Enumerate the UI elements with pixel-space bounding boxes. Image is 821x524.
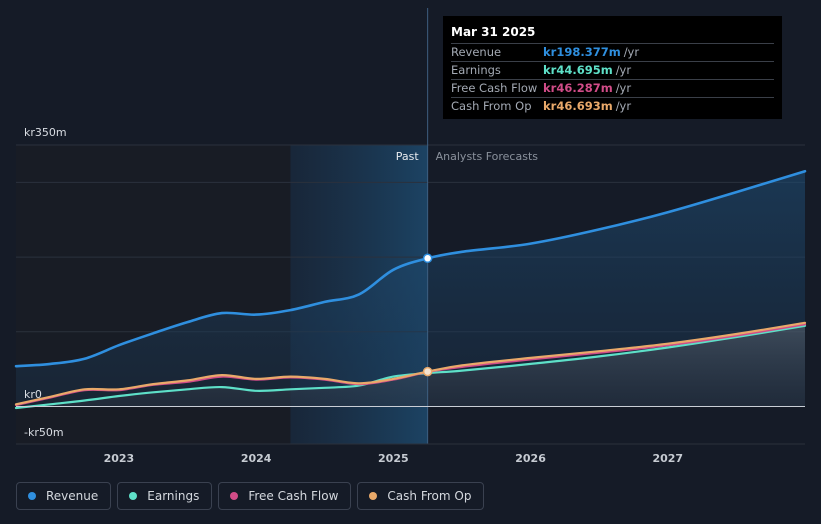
- tooltip-unit: /yr: [615, 63, 632, 77]
- forecast-label: Analysts Forecasts: [436, 150, 539, 163]
- tooltip-value: kr44.695m: [543, 63, 613, 77]
- revenue-marker: [422, 253, 433, 264]
- legend-label: Revenue: [46, 489, 99, 503]
- tooltip-date: Mar 31 2025: [451, 25, 536, 39]
- tooltip-label: Cash From Op: [451, 99, 532, 113]
- legend-dot-icon: [129, 492, 138, 500]
- y-label-top: kr350m: [24, 126, 67, 139]
- tooltip: Mar 31 2025 Revenue kr198.377m /yr Earni…: [443, 16, 782, 119]
- y-label-zero: kr0: [24, 388, 42, 401]
- past-label: Past: [396, 150, 420, 163]
- tooltip-row-cash-from-op: Cash From Op kr46.693m /yr: [451, 97, 774, 115]
- legend-label: Earnings: [147, 489, 200, 503]
- tooltip-row-revenue: Revenue kr198.377m /yr: [451, 43, 774, 61]
- earnings-line: [14, 324, 807, 410]
- revenue-area: [16, 171, 805, 407]
- tooltip-row-earnings: Earnings kr44.695m /yr: [451, 61, 774, 79]
- legend-label: Cash From Op: [387, 489, 472, 503]
- x-tick-label: 2023: [104, 452, 135, 465]
- legend-dot-icon: [28, 492, 36, 500]
- legend-item-cash-from-op[interactable]: Cash From Op: [357, 482, 485, 510]
- x-tick-label: 2026: [515, 452, 546, 465]
- cash-from-op-marker: [422, 366, 433, 377]
- tooltip-value: kr46.287m: [543, 81, 613, 95]
- legend: Revenue Earnings Free Cash Flow Cash Fro…: [16, 482, 485, 510]
- legend-item-free-cash-flow[interactable]: Free Cash Flow: [218, 482, 352, 510]
- x-tick-label: 2027: [652, 452, 683, 465]
- cash-from-op-line: [14, 321, 807, 406]
- legend-item-revenue[interactable]: Revenue: [16, 482, 112, 510]
- legend-dot-icon: [369, 492, 378, 500]
- tooltip-row-free-cash-flow: Free Cash Flow kr46.287m /yr: [451, 79, 774, 97]
- tooltip-label: Revenue: [451, 45, 502, 59]
- legend-label: Free Cash Flow: [248, 489, 339, 503]
- x-tick-label: 2024: [241, 452, 272, 465]
- y-label-bottom: -kr50m: [24, 426, 64, 439]
- tooltip-label: Free Cash Flow: [451, 81, 538, 95]
- tooltip-unit: /yr: [615, 81, 632, 95]
- tooltip-label: Earnings: [451, 63, 501, 77]
- revenue-line: [14, 169, 807, 368]
- legend-item-earnings[interactable]: Earnings: [117, 482, 213, 510]
- financial-chart: kr350m kr0 -kr50m Past Analysts Forecast…: [14, 8, 807, 465]
- tooltip-value: kr198.377m: [543, 45, 621, 59]
- legend-dot-icon: [230, 492, 239, 500]
- x-tick-label: 2025: [378, 452, 409, 465]
- tooltip-value: kr46.693m: [543, 99, 613, 113]
- tooltip-unit: /yr: [623, 45, 640, 59]
- tooltip-unit: /yr: [615, 99, 632, 113]
